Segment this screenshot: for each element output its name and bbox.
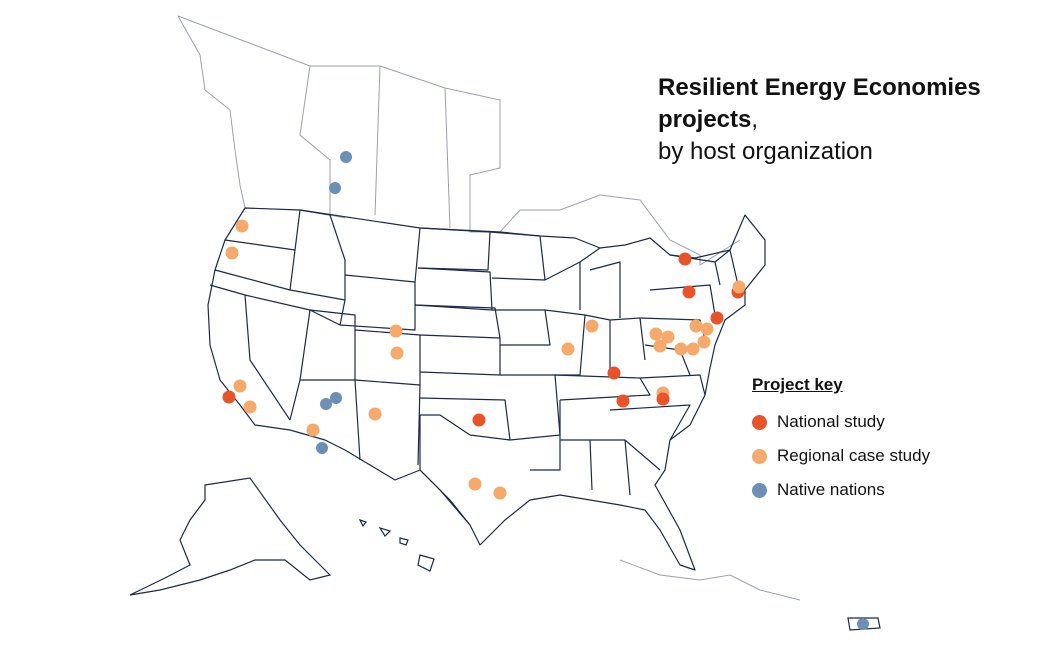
marker-national-study	[656, 392, 670, 406]
legend-item-national: National study	[752, 405, 930, 439]
marker-national-study	[616, 394, 630, 408]
marker-regional-case-study	[468, 477, 482, 491]
marker-native-nations	[320, 398, 332, 410]
marker-regional-case-study	[700, 322, 714, 336]
hawaii-outline	[358, 518, 435, 572]
title-subtitle: by host organization	[658, 138, 873, 165]
legend-swatch	[752, 448, 767, 464]
marker-national-study	[222, 390, 236, 404]
legend-label: National study	[777, 412, 885, 431]
marker-regional-case-study	[686, 342, 700, 356]
marker-regional-case-study	[493, 486, 507, 500]
title-comma: ,	[751, 106, 759, 133]
legend-label: Native nations	[777, 480, 885, 499]
marker-national-study	[678, 252, 692, 266]
marker-regional-case-study	[653, 339, 667, 353]
project-markers	[222, 151, 869, 630]
marker-native-nations	[340, 151, 352, 163]
marker-regional-case-study	[697, 335, 711, 349]
marker-regional-case-study	[233, 379, 247, 393]
map-title: Resilient Energy Economies projects, by …	[658, 72, 1038, 168]
legend-label: Regional case study	[777, 446, 931, 465]
marker-regional-case-study	[306, 423, 320, 437]
marker-regional-case-study	[674, 342, 688, 356]
marker-regional-case-study	[235, 219, 249, 233]
us-states	[207, 207, 766, 571]
legend: Project key National study Regional case…	[752, 375, 930, 507]
marker-national-study	[607, 366, 621, 380]
marker-native-nations	[330, 392, 342, 404]
marker-national-study	[682, 285, 696, 299]
marker-regional-case-study	[243, 400, 257, 414]
legend-item-native: Native nations	[752, 473, 930, 507]
marker-regional-case-study	[390, 346, 404, 360]
legend-heading: Project key	[752, 375, 843, 394]
marker-native-nations	[857, 618, 869, 630]
legend-swatch	[752, 414, 767, 430]
marker-regional-case-study	[689, 319, 703, 333]
marker-regional-case-study	[368, 407, 382, 421]
legend-item-regional: Regional case study	[752, 439, 930, 473]
marker-native-nations	[316, 442, 328, 454]
marker-regional-case-study	[732, 280, 746, 294]
marker-national-study	[472, 413, 486, 427]
puerto-rico-outline	[847, 617, 881, 631]
marker-regional-case-study	[561, 342, 575, 356]
marker-regional-case-study	[649, 327, 663, 341]
marker-regional-case-study	[389, 324, 403, 338]
marker-regional-case-study	[661, 330, 675, 344]
marker-native-nations	[329, 182, 341, 194]
title-bold: Resilient Energy Economies projects	[658, 74, 981, 133]
marker-regional-case-study	[585, 319, 599, 333]
marker-regional-case-study	[225, 246, 239, 260]
marker-national-study	[710, 311, 724, 325]
legend-swatch	[752, 482, 767, 498]
alaska-outline	[129, 477, 332, 596]
